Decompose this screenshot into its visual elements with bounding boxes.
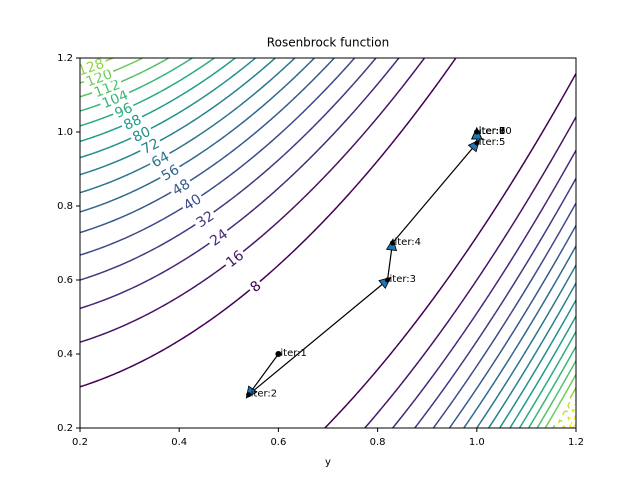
contour-line [80, 58, 576, 428]
iteration-point [389, 240, 395, 246]
contour-label-group: 8 [245, 275, 266, 297]
x-tick-label: 0.2 [72, 437, 88, 448]
contour-label-group: 24 [204, 224, 233, 251]
contour-label-group: 88 [118, 110, 146, 134]
contour-label: 80 [130, 124, 153, 146]
iteration-label: iter:5 [479, 137, 506, 148]
contour-label: 56 [159, 162, 183, 185]
contour-label-backdrop [89, 75, 125, 102]
contour-label-backdrop [127, 121, 155, 146]
y-tick-label: 0.8 [57, 201, 73, 212]
y-tick-label: 1.0 [57, 127, 73, 138]
x-tick-label: 1.0 [469, 437, 485, 448]
contour-label-group: 64 [146, 146, 174, 172]
contour-line [80, 58, 576, 428]
x-tick-label: 0.4 [171, 437, 187, 448]
contour-label-backdrop [204, 224, 233, 251]
contour-label: 64 [149, 149, 172, 172]
axes-frame [79, 57, 577, 429]
iteration-label: iter:4 [394, 237, 421, 248]
plot-area: 8162432404856647280889610411212012813614… [80, 58, 576, 428]
y-tick-label: 0.2 [57, 423, 73, 434]
y-tick-label: 0.6 [57, 275, 73, 286]
x-tick-label: 0.8 [370, 437, 386, 448]
y-tick-label: 1.2 [57, 53, 73, 64]
contour-label-backdrop [81, 64, 117, 91]
iteration-point [275, 351, 282, 357]
contour-label-group: 80 [127, 121, 155, 146]
contour-label-backdrop [191, 206, 219, 232]
iteration-label: iter:6 [479, 126, 506, 137]
iteration-label: iter:9 [479, 126, 506, 137]
iteration-point [246, 392, 252, 398]
x-axis-label: y [325, 457, 331, 468]
iteration-point [385, 277, 391, 283]
contour-label-backdrop [136, 133, 164, 159]
contour-label: 72 [139, 136, 162, 158]
iteration-point [474, 129, 480, 135]
chart-title: Rosenbrock function [267, 36, 389, 50]
contour-label-backdrop [220, 245, 249, 272]
contour-label-backdrop [97, 85, 133, 113]
iteration-label: iter:1 [280, 348, 307, 359]
contour-label-backdrop [110, 98, 137, 122]
contour-label-group: 48 [167, 174, 195, 200]
contour-label-backdrop [178, 189, 206, 215]
iteration-label: iter:10 [479, 126, 512, 137]
contour-label-backdrop [118, 110, 146, 134]
x-tick-label: 0.6 [270, 437, 286, 448]
contour-label-backdrop [156, 159, 184, 185]
contour-label-group: 72 [136, 133, 164, 159]
iteration-label: iter:2 [251, 389, 278, 400]
contour-label-group: 56 [156, 159, 184, 185]
y-tick-label: 0.4 [57, 349, 73, 360]
x-tick-label: 1.2 [568, 437, 584, 448]
contour-label: 48 [170, 176, 194, 199]
contour-label: 88 [121, 112, 144, 134]
iteration-label: iter:7 [479, 126, 506, 137]
contour-label-backdrop [167, 174, 195, 200]
iteration-point [474, 140, 480, 146]
contour-label-backdrop [560, 409, 576, 428]
contour-label-backdrop [80, 58, 109, 80]
iteration-label: iter:3 [390, 274, 417, 285]
contour-label-backdrop [146, 146, 174, 172]
iteration-label: iter:8 [479, 126, 506, 137]
contour-label-backdrop [245, 275, 266, 297]
